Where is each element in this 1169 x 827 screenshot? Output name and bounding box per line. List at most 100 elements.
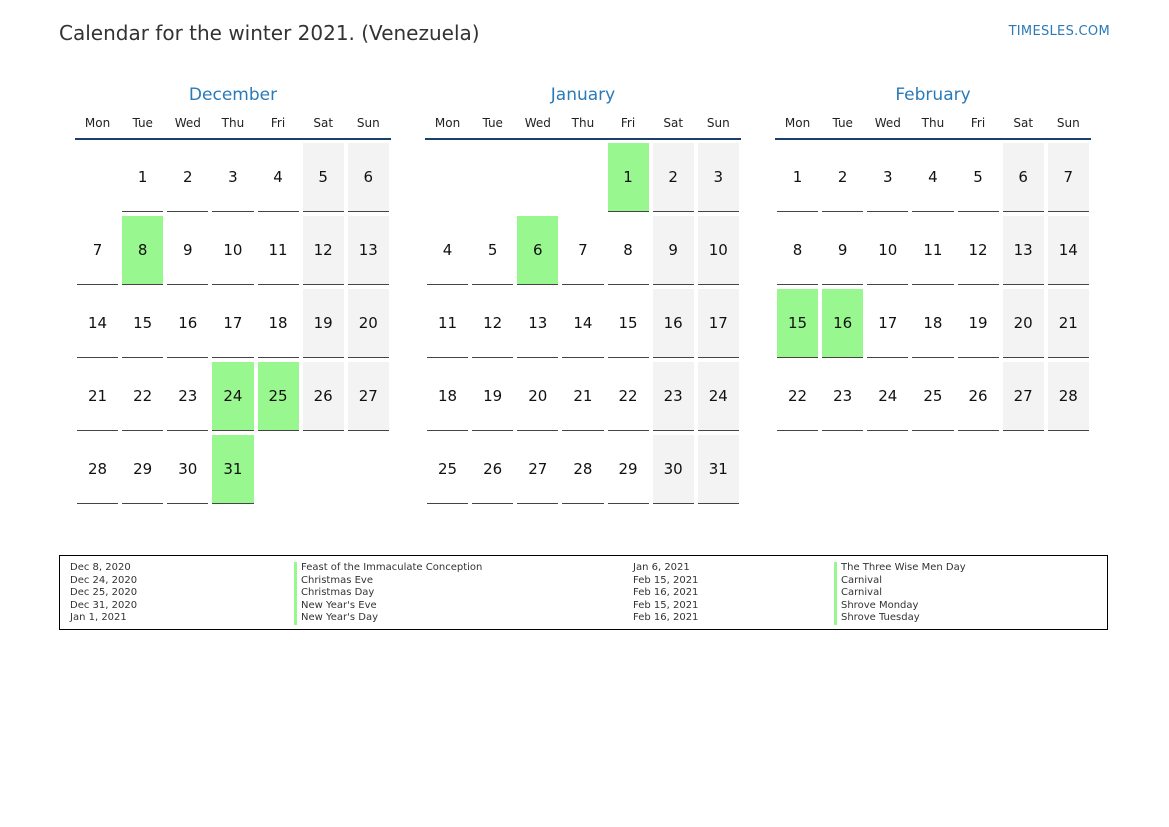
day-cell[interactable]: 23 (822, 362, 864, 431)
day-cell[interactable]: 29 (607, 435, 649, 504)
holiday-day-cell[interactable]: 6 (517, 216, 559, 285)
day-cell[interactable]: 5 (957, 143, 999, 212)
day-cell[interactable]: 4 (257, 143, 299, 212)
day-cell[interactable]: 10 (697, 216, 739, 285)
day-cell[interactable]: 19 (472, 362, 514, 431)
day-cell[interactable]: 22 (607, 362, 649, 431)
weekday-label: Sun (706, 116, 730, 130)
holiday-day-cell[interactable]: 15 (777, 289, 819, 358)
day-cell[interactable]: 2 (652, 143, 694, 212)
holiday-day-cell[interactable]: 31 (212, 435, 254, 504)
day-cell[interactable]: 5 (302, 143, 344, 212)
day-cell[interactable]: 15 (607, 289, 649, 358)
day-cell[interactable]: 8 (607, 216, 649, 285)
day-cell[interactable]: 15 (122, 289, 164, 358)
day-cell[interactable]: 25 (427, 435, 469, 504)
day-cell[interactable]: 28 (1047, 362, 1089, 431)
day-cell[interactable]: 9 (822, 216, 864, 285)
day-cell[interactable]: 7 (1047, 143, 1089, 212)
day-cell[interactable]: 28 (77, 435, 119, 504)
day-cell[interactable]: 12 (472, 289, 514, 358)
day-cell[interactable]: 10 (212, 216, 254, 285)
weekday-label: Sat (663, 116, 684, 130)
day-cell[interactable]: 22 (122, 362, 164, 431)
day-cell[interactable]: 17 (697, 289, 739, 358)
day-cell[interactable]: 23 (167, 362, 209, 431)
day-cell[interactable]: 3 (212, 143, 254, 212)
day-cell[interactable]: 30 (652, 435, 694, 504)
day-cell[interactable]: 26 (472, 435, 514, 504)
weekday-label: Tue (832, 116, 853, 130)
legend-date: Feb 15, 2021 (633, 599, 699, 611)
day-cell[interactable]: 24 (867, 362, 909, 431)
day-cell[interactable]: 21 (77, 362, 119, 431)
day-cell[interactable]: 2 (822, 143, 864, 212)
day-cell[interactable]: 18 (912, 289, 954, 358)
day-cell[interactable]: 6 (1002, 143, 1044, 212)
day-cell[interactable]: 28 (562, 435, 604, 504)
day-cell[interactable]: 27 (1002, 362, 1044, 431)
day-cell[interactable]: 27 (347, 362, 389, 431)
day-cell[interactable]: 17 (867, 289, 909, 358)
site-link[interactable]: TIMESLES.COM (1008, 24, 1110, 39)
day-cell[interactable]: 31 (697, 435, 739, 504)
holiday-day-cell[interactable]: 25 (257, 362, 299, 431)
day-cell[interactable]: 22 (777, 362, 819, 431)
day-cell[interactable]: 29 (122, 435, 164, 504)
day-cell[interactable]: 11 (257, 216, 299, 285)
day-cell[interactable]: 1 (122, 143, 164, 212)
day-cell[interactable]: 19 (302, 289, 344, 358)
day-cell[interactable]: 8 (777, 216, 819, 285)
day-cell[interactable]: 18 (427, 362, 469, 431)
day-cell[interactable]: 19 (957, 289, 999, 358)
holiday-day-cell[interactable]: 16 (822, 289, 864, 358)
legend-holiday-name: New Year's Day (294, 612, 482, 625)
day-cell[interactable]: 14 (562, 289, 604, 358)
day-cell[interactable]: 20 (517, 362, 559, 431)
day-cell[interactable]: 7 (77, 216, 119, 285)
day-cell[interactable]: 23 (652, 362, 694, 431)
day-cell[interactable]: 24 (697, 362, 739, 431)
day-cell[interactable]: 2 (167, 143, 209, 212)
day-cell[interactable]: 11 (427, 289, 469, 358)
weekday-label: Thu (921, 116, 945, 130)
day-cell[interactable]: 30 (167, 435, 209, 504)
day-cell[interactable]: 27 (517, 435, 559, 504)
day-cell[interactable]: 6 (347, 143, 389, 212)
day-cell[interactable]: 18 (257, 289, 299, 358)
day-cell[interactable]: 12 (957, 216, 999, 285)
day-cell[interactable]: 4 (427, 216, 469, 285)
day-cell[interactable]: 13 (517, 289, 559, 358)
day-cell[interactable]: 20 (347, 289, 389, 358)
day-cell[interactable]: 13 (1002, 216, 1044, 285)
day-cell[interactable]: 3 (867, 143, 909, 212)
day-cell[interactable]: 3 (697, 143, 739, 212)
day-cell[interactable]: 4 (912, 143, 954, 212)
day-cell[interactable]: 9 (652, 216, 694, 285)
day-cell[interactable]: 9 (167, 216, 209, 285)
legend-holiday-name: Christmas Day (294, 587, 482, 600)
day-cell[interactable]: 5 (472, 216, 514, 285)
day-cell[interactable]: 25 (912, 362, 954, 431)
day-cell[interactable]: 10 (867, 216, 909, 285)
day-cell[interactable]: 7 (562, 216, 604, 285)
day-cell[interactable]: 26 (957, 362, 999, 431)
day-cell[interactable]: 14 (77, 289, 119, 358)
day-cell[interactable]: 21 (1047, 289, 1089, 358)
day-cell[interactable]: 21 (562, 362, 604, 431)
day-cell[interactable]: 17 (212, 289, 254, 358)
day-cell[interactable]: 20 (1002, 289, 1044, 358)
day-cell[interactable]: 16 (652, 289, 694, 358)
legend-holiday-name: Carnival (834, 587, 966, 600)
day-cell[interactable]: 1 (777, 143, 819, 212)
holiday-day-cell[interactable]: 8 (122, 216, 164, 285)
day-cell[interactable]: 14 (1047, 216, 1089, 285)
day-cell[interactable]: 12 (302, 216, 344, 285)
holiday-day-cell[interactable]: 1 (607, 143, 649, 212)
holiday-day-cell[interactable]: 24 (212, 362, 254, 431)
day-cell[interactable]: 13 (347, 216, 389, 285)
day-cell[interactable]: 11 (912, 216, 954, 285)
day-cell[interactable]: 26 (302, 362, 344, 431)
day-cell[interactable]: 16 (167, 289, 209, 358)
